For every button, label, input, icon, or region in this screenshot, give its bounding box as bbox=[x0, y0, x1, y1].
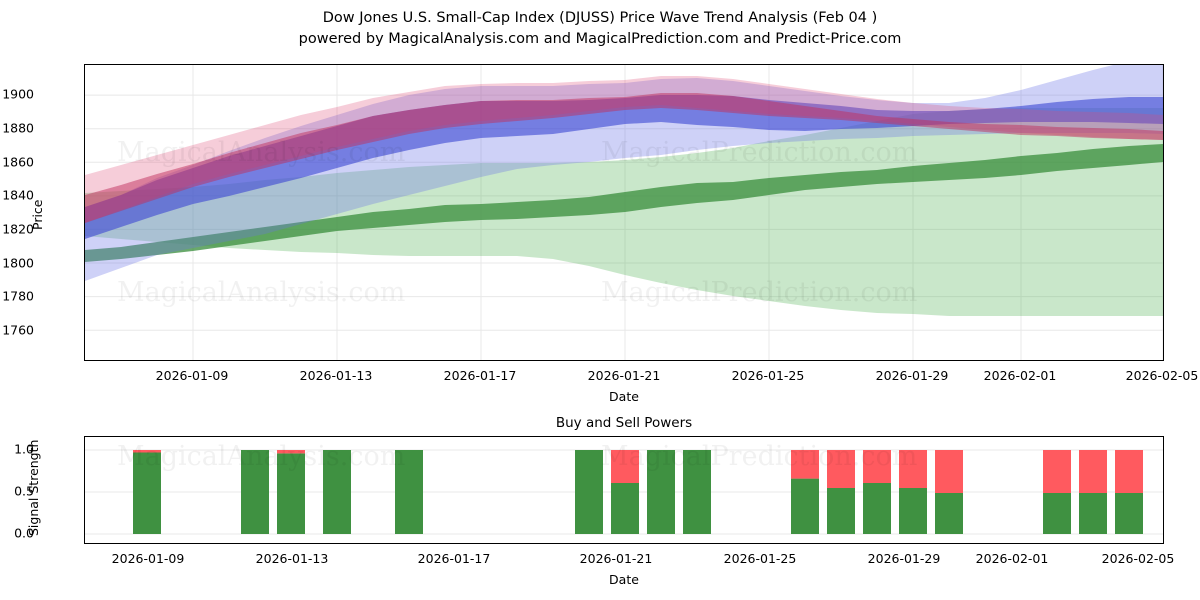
price-ytick-1800: 1800 bbox=[2, 255, 34, 271]
signal-xtick-4: 2026-01-25 bbox=[723, 551, 797, 566]
price-x-axis-label: Date bbox=[609, 389, 639, 404]
signal-xtick-0: 2026-01-09 bbox=[111, 551, 185, 566]
chart-title-block: Dow Jones U.S. Small-Cap Index (DJUSS) P… bbox=[0, 8, 1200, 50]
price-y-axis-label: Price bbox=[30, 199, 45, 231]
signal-ytick-1: 0.5 bbox=[14, 483, 34, 499]
chart-title-line-1: Dow Jones U.S. Small-Cap Index (DJUSS) P… bbox=[322, 10, 878, 26]
watermark-3: MagicalAnalysis.com bbox=[117, 277, 406, 308]
watermark-1: MagicalAnalysis.com bbox=[117, 137, 406, 168]
watermark-4: MagicalPrediction.com bbox=[601, 277, 918, 308]
price-xtick-0: 2026-01-09 bbox=[155, 368, 229, 383]
signal-bars bbox=[133, 450, 1143, 534]
signal-x-axis-label: Date bbox=[609, 572, 639, 587]
watermark-6: MagicalPrediction.com bbox=[601, 441, 918, 472]
watermark-5: MagicalAnalysis.com bbox=[117, 441, 406, 472]
price-chart-plot-area: MagicalAnalysis.com MagicalPrediction.co… bbox=[84, 64, 1164, 361]
price-xtick-1: 2026-01-13 bbox=[299, 368, 373, 383]
price-ytick-1840: 1840 bbox=[2, 187, 34, 203]
chart-title-line-2: powered by MagicalAnalysis.com and Magic… bbox=[298, 31, 902, 47]
signal-ytick-2: 1.0 bbox=[14, 441, 34, 457]
signal-y-axis-label: Signal Strength bbox=[26, 439, 41, 536]
signal-chart-plot-area: MagicalAnalysis.com MagicalPrediction.co… bbox=[84, 436, 1164, 544]
signal-chart-title: Buy and Sell Powers bbox=[555, 415, 693, 431]
signal-xtick-1: 2026-01-13 bbox=[255, 551, 329, 566]
price-ytick-1880: 1880 bbox=[2, 120, 34, 136]
green-core-band bbox=[85, 144, 1163, 262]
signal-xtick-2: 2026-01-17 bbox=[417, 551, 491, 566]
price-xtick-4: 2026-01-25 bbox=[731, 368, 805, 383]
signal-chart-svg bbox=[85, 449, 1163, 535]
price-xtick-5: 2026-01-29 bbox=[875, 368, 949, 383]
signal-ytick-0: 0.0 bbox=[14, 525, 34, 541]
price-xtick-2: 2026-01-17 bbox=[443, 368, 517, 383]
signal-xtick-7: 2026-02-05 bbox=[1101, 551, 1175, 566]
price-ytick-1760: 1760 bbox=[2, 322, 34, 338]
price-ytick-1820: 1820 bbox=[2, 221, 34, 237]
price-xtick-3: 2026-01-21 bbox=[587, 368, 661, 383]
price-ytick-1780: 1780 bbox=[2, 288, 34, 304]
price-xtick-6: 2026-02-01 bbox=[983, 368, 1057, 383]
red-core-band bbox=[85, 93, 1163, 223]
signal-xtick-6: 2026-02-01 bbox=[975, 551, 1049, 566]
price-ytick-1900: 1900 bbox=[2, 86, 34, 102]
price-ytick-1860: 1860 bbox=[2, 154, 34, 170]
signal-xtick-5: 2026-01-29 bbox=[867, 551, 941, 566]
price-chart-svg bbox=[85, 65, 1163, 360]
price-chart-clip bbox=[85, 65, 1163, 360]
red-outer-band bbox=[85, 76, 1163, 223]
signal-chart-clip bbox=[85, 437, 1163, 543]
signal-xtick-3: 2026-01-21 bbox=[579, 551, 653, 566]
watermark-2: MagicalPrediction.com bbox=[601, 137, 918, 168]
price-xtick-7: 2026-02-05 bbox=[1125, 368, 1199, 383]
